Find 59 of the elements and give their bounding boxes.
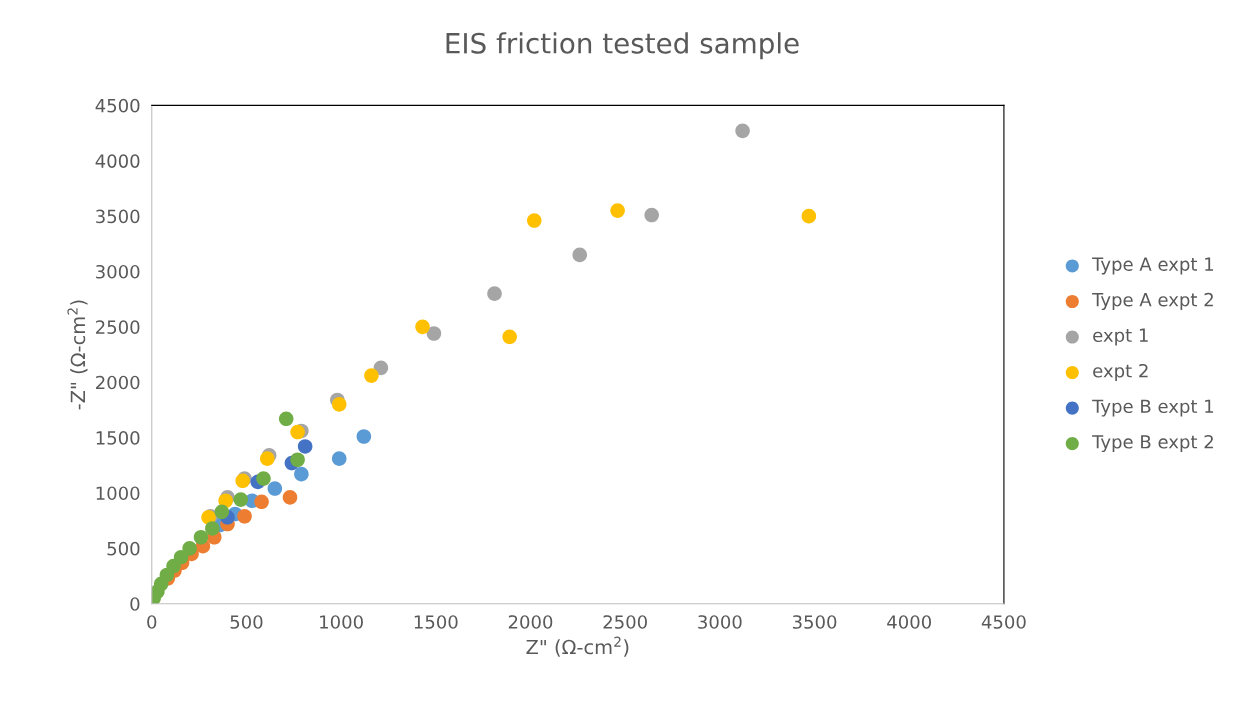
x-tick-label: 3000 [698,615,742,629]
x-tick-label: 3500 [792,615,837,629]
point [233,492,249,507]
point [735,123,750,139]
point [331,397,347,412]
y-tick-label: 2500 [96,320,140,334]
y-tick-label: 3500 [96,209,140,224]
x-axis-title: Z" (Ω-cm$^{2}$) [526,636,629,657]
point [237,508,252,524]
legend-label: expt 1 [1093,328,1148,346]
legend-label: Type A expt 2 [1092,292,1213,310]
point [415,319,430,335]
point [373,360,389,376]
point [297,439,313,454]
y-axis-title: -Z" (Ω-cm$^{2}$) [67,300,88,410]
y-tick-label: 4000 [95,154,140,168]
point [487,286,502,301]
point [364,368,379,383]
point [193,529,209,545]
point [290,452,305,468]
chart-title: EIS friction tested sample [446,32,799,60]
y-tick-label: 2000 [96,375,140,390]
y-tick-label: 1000 [96,486,140,501]
point [294,466,309,482]
point [644,207,659,223]
point [278,411,294,427]
point [214,504,230,520]
point [502,329,517,345]
point [182,541,197,556]
legend-label: Type B expt 1 [1092,399,1214,417]
point [254,494,269,510]
x-tick-label: 0 [147,615,157,629]
x-tick-label: 1500 [414,615,458,629]
point [801,208,817,224]
y-tick-label: 0 [130,597,140,611]
x-tick-label: 4500 [981,615,1026,629]
point [610,203,625,218]
x-tick-label: 4000 [887,615,931,629]
point [331,451,347,466]
point [282,490,298,505]
y-tick-label: 3000 [96,264,140,279]
point [527,213,542,228]
y-tick-label: 500 [107,541,140,556]
point [205,521,220,536]
x-tick-label: 2000 [508,615,553,629]
point [426,326,442,341]
y-tick-label: 1500 [96,431,140,445]
point [256,471,271,486]
legend-label: expt 2 [1093,363,1148,382]
legend-label: Type A expt 1 [1092,257,1214,275]
legend-label: Type B expt 2 [1092,434,1213,453]
point [267,481,283,496]
point [572,247,588,263]
point [356,429,372,444]
x-tick-label: 1000 [320,615,363,629]
x-tick-label: 2500 [603,615,647,629]
y-tick-label: 4500 [95,98,140,113]
point [290,424,305,440]
x-tick-label: 500 [230,615,263,629]
